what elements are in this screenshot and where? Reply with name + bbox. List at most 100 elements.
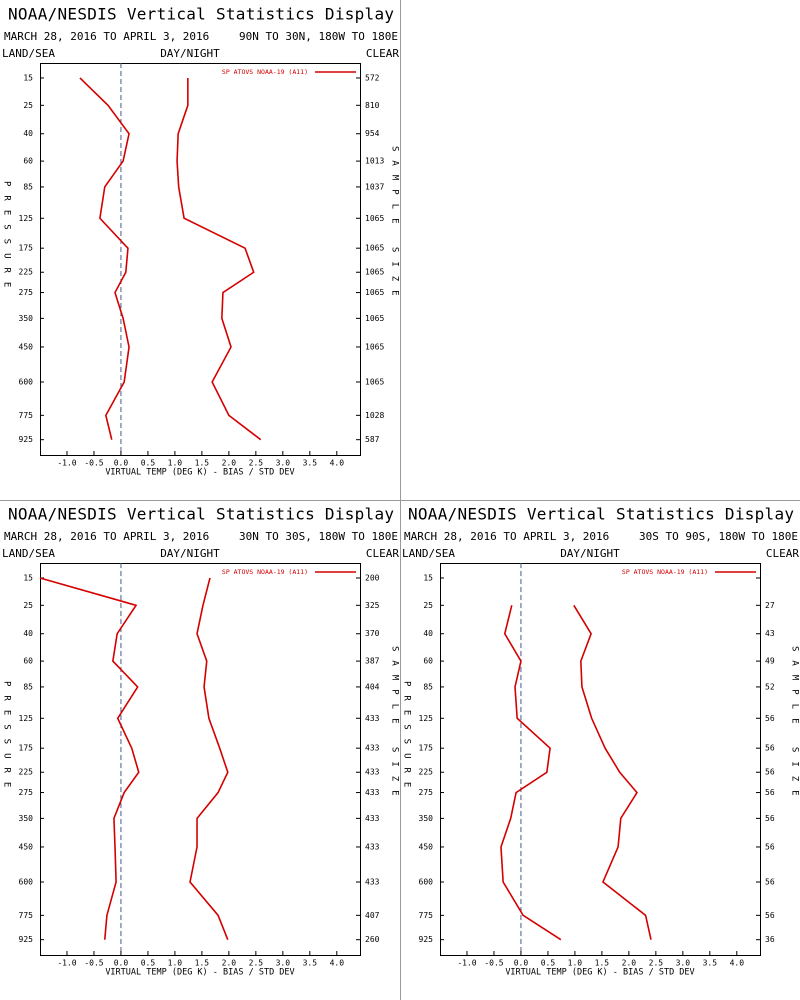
y2-axis-label: SAMPLE SIZE (390, 646, 400, 805)
sample-size: 1065 (365, 244, 384, 253)
y-axis-label: PRESSURE (402, 681, 412, 796)
pressure-label: 40 (23, 129, 33, 138)
pressure-label: 275 (19, 788, 34, 797)
x-tick-label: 3.5 (303, 959, 318, 968)
x-tick-label: 3.0 (276, 459, 291, 468)
x-tick-label: 4.0 (730, 959, 745, 968)
sample-size: 433 (365, 842, 380, 851)
x-tick-label: 2.5 (249, 959, 264, 968)
pressure-label: 40 (23, 629, 33, 638)
pressure-label: 125 (419, 714, 434, 723)
x-axis-label: VIRTUAL TEMP (DEG K) - BIAS / STD DEV (105, 968, 294, 978)
sample-size: 56 (765, 744, 775, 753)
sample-size: 1065 (365, 377, 384, 386)
pressure-label: 125 (19, 214, 34, 223)
pressure-label: 175 (19, 744, 34, 753)
land-sea-label: LAND/SEA (402, 547, 455, 560)
land-sea-label: LAND/SEA (2, 547, 55, 560)
x-tick-label: -1.0 (457, 959, 476, 968)
pressure-label: 60 (423, 657, 433, 666)
clear-label: CLEAR (766, 547, 799, 560)
x-axis-label: VIRTUAL TEMP (DEG K) - BIAS / STD DEV (505, 968, 694, 978)
sample-size: 56 (765, 768, 775, 777)
panel: NOAA/NESDIS Vertical Statistics Display M… (2, 505, 400, 978)
sample-size: 1065 (365, 288, 384, 297)
pressure-label: 450 (419, 842, 434, 851)
x-tick-label: 1.5 (195, 459, 210, 468)
pressure-label: 275 (419, 788, 434, 797)
x-tick-label: 0.0 (114, 959, 129, 968)
plot-frame (440, 563, 761, 956)
sample-size: 200 (365, 573, 380, 582)
x-tick-label: 1.0 (568, 959, 583, 968)
x-tick-label: -0.5 (84, 959, 103, 968)
pressure-label: 925 (19, 435, 34, 444)
x-tick-label: 0.5 (541, 959, 556, 968)
y-axis-label: PRESSURE (2, 181, 12, 296)
pressure-label: 85 (23, 182, 33, 191)
std-dev-line (176, 77, 262, 441)
sample-size: 433 (365, 768, 380, 777)
y-axis-label: PRESSURE (2, 681, 12, 796)
panel-title: NOAA/NESDIS Vertical Statistics Display (8, 505, 394, 524)
pressure-label: 225 (19, 268, 34, 277)
pressure-label: 275 (19, 288, 34, 297)
bias-line (500, 605, 562, 941)
pressure-label: 600 (419, 877, 434, 886)
panel: NOAA/NESDIS Vertical Statistics Display M… (2, 5, 400, 478)
land-sea-label: LAND/SEA (2, 47, 55, 60)
x-tick-label: 2.0 (222, 959, 237, 968)
y2-axis-label: SAMPLE SIZE (790, 646, 800, 805)
sample-size: 1065 (365, 342, 384, 351)
sample-size: 433 (365, 814, 380, 823)
pressure-label: 15 (423, 573, 433, 582)
pressure-label: 775 (19, 911, 34, 920)
sample-size: 954 (365, 129, 380, 138)
legend-label: SP ATOVS NOAA-19 (A11) (222, 568, 308, 576)
x-tick-label: 0.0 (514, 959, 529, 968)
pressure-label: 350 (19, 314, 34, 323)
sample-size: 572 (365, 73, 380, 82)
pressure-label: 40 (423, 629, 433, 638)
date-range: MARCH 28, 2016 TO APRIL 3, 2016 (404, 530, 609, 543)
sample-size: 587 (365, 435, 380, 444)
sample-size: 49 (765, 657, 775, 666)
panel: NOAA/NESDIS Vertical Statistics Display M… (402, 505, 800, 978)
x-tick-label: 0.5 (141, 959, 156, 968)
sample-size: 433 (365, 788, 380, 797)
plot-frame (40, 63, 361, 456)
sample-size: 404 (365, 682, 380, 691)
pressure-label: 85 (23, 682, 33, 691)
sample-size: 407 (365, 911, 380, 920)
std-dev-line (573, 604, 652, 940)
pressure-label: 60 (23, 157, 33, 166)
pressure-label: 175 (419, 744, 434, 753)
pressure-label: 15 (23, 573, 33, 582)
sample-size: 433 (365, 714, 380, 723)
sample-size: 56 (765, 814, 775, 823)
pressure-label: 450 (19, 842, 34, 851)
x-tick-label: -1.0 (57, 959, 76, 968)
sample-size: 36 (765, 935, 775, 944)
bias-line (39, 577, 140, 940)
std-dev-line (189, 577, 229, 940)
x-tick-label: 2.5 (249, 459, 264, 468)
legend-label: SP ATOVS NOAA-19 (A11) (222, 68, 308, 76)
sample-size: 56 (765, 842, 775, 851)
pressure-label: 60 (23, 657, 33, 666)
x-tick-label: 2.0 (222, 459, 237, 468)
pressure-label: 25 (23, 101, 33, 110)
day-night-label: DAY/NIGHT (160, 547, 220, 560)
x-tick-label: 3.0 (276, 959, 291, 968)
sample-size: 56 (765, 788, 775, 797)
x-tick-label: 3.5 (703, 959, 718, 968)
day-night-label: DAY/NIGHT (160, 47, 220, 60)
date-range: MARCH 28, 2016 TO APRIL 3, 2016 (4, 530, 209, 543)
pressure-label: 925 (19, 935, 34, 944)
pressure-label: 925 (419, 935, 434, 944)
day-night-label: DAY/NIGHT (560, 547, 620, 560)
x-tick-label: 2.5 (649, 959, 664, 968)
sample-size: 433 (365, 877, 380, 886)
pressure-label: 600 (19, 377, 34, 386)
